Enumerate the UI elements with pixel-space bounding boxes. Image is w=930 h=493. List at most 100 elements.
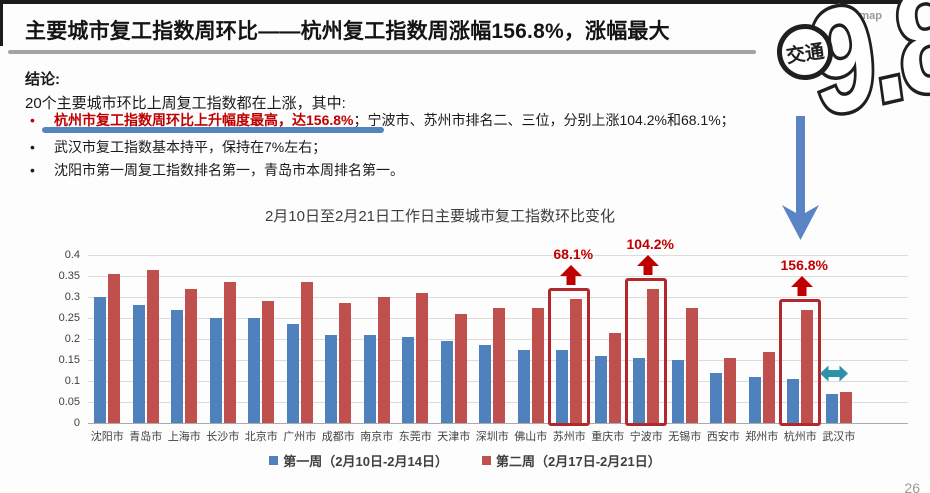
growth-label-杭州市: 156.8% xyxy=(780,256,828,273)
bar-week1-长沙市 xyxy=(209,318,222,423)
bar-week1-深圳市 xyxy=(479,345,492,423)
x-axis-tick-label: 天津市 xyxy=(437,431,471,443)
bar-week1-佛山市 xyxy=(517,349,530,423)
bar-week1-重庆市 xyxy=(594,355,607,423)
bar-week2-郑州市 xyxy=(762,351,775,423)
bar-week1-无锡市 xyxy=(671,360,684,423)
growth-label-宁波市: 104.2% xyxy=(626,235,674,252)
legend-label: 第二周（2月17日-2月21日） xyxy=(496,454,661,469)
highlight-box-宁波市 xyxy=(625,277,668,426)
legend-label: 第一周（2月10日-2月14日） xyxy=(283,454,448,469)
grid-line xyxy=(88,255,908,256)
x-axis-tick-label: 南京市 xyxy=(360,431,394,443)
bar-week1-西安市 xyxy=(710,372,723,423)
growth-label-苏州市: 68.1% xyxy=(553,246,594,263)
x-axis-tick-label: 杭州市 xyxy=(783,431,817,443)
chart-legend: 第一周（2月10日-2月14日） 第二周（2月17日-2月21日） xyxy=(0,451,930,470)
highlight-box-杭州市 xyxy=(779,298,822,426)
y-axis-tick-label: 0.3 xyxy=(64,291,80,303)
x-axis-tick-label: 沈阳市 xyxy=(90,431,124,443)
bar-week1-广州市 xyxy=(286,324,299,423)
bar-week1-武汉市 xyxy=(825,393,838,423)
chart-title: 2月10日至2月21日工作日主要城市复工指数环比变化 xyxy=(264,208,616,225)
bar-week2-北京市 xyxy=(262,301,275,423)
x-axis-tick-label: 上海市 xyxy=(167,431,201,443)
bullet-text: 沈阳市第一周复工指数排名第一，青岛市本周排名第一。 xyxy=(54,162,404,178)
bar-week1-天津市 xyxy=(440,341,453,423)
grid-line xyxy=(88,276,908,277)
bar-week2-南京市 xyxy=(377,297,390,423)
bar-week1-成都市 xyxy=(325,334,338,423)
legend-swatch xyxy=(482,456,491,465)
legend-item-week2: 第二周（2月17日-2月21日） xyxy=(482,451,661,470)
x-axis-tick-label: 广州市 xyxy=(283,431,317,443)
y-axis-tick-label: 0.2 xyxy=(64,333,80,345)
y-axis-tick-label: 0.1 xyxy=(64,375,80,387)
x-axis-tick-label: 郑州市 xyxy=(745,431,779,443)
bullet-dot: • xyxy=(30,112,35,128)
y-axis-tick-label: 0.25 xyxy=(58,312,80,324)
grid-line xyxy=(88,423,908,424)
bar-week1-南京市 xyxy=(363,334,376,423)
bar-week2-上海市 xyxy=(185,288,198,423)
bar-week2-武汉市 xyxy=(839,391,852,423)
bar-week2-无锡市 xyxy=(685,307,698,423)
x-axis-tick-label: 无锡市 xyxy=(668,431,702,443)
conclusion-intro: 20个主要城市环比上周复工指数都在上涨，其中: xyxy=(25,95,346,112)
bar-week1-上海市 xyxy=(171,309,184,423)
bar-week2-佛山市 xyxy=(531,307,544,423)
up-arrow-icon xyxy=(637,254,660,275)
bullet-highlight-text: 杭州市复工指数周环比上升幅度最高，达156.8% xyxy=(54,112,354,128)
x-axis-tick-label: 北京市 xyxy=(244,431,278,443)
title-divider xyxy=(8,50,756,54)
bar-week1-郑州市 xyxy=(748,376,761,423)
page-title: 主要城市复工指数周环比——杭州复工指数周涨幅156.8%，涨幅最大 xyxy=(25,20,670,43)
bullet-wuhan: • 武汉市复工指数基本持平，保持在7%左右； xyxy=(30,137,326,157)
bar-week2-深圳市 xyxy=(493,307,506,423)
bar-week2-杭州市 xyxy=(801,309,814,423)
x-axis-tick-label: 青岛市 xyxy=(129,431,163,443)
conclusion-heading: 结论: xyxy=(25,71,60,88)
bar-week2-重庆市 xyxy=(608,332,621,423)
bar-week2-东莞市 xyxy=(416,292,429,423)
bar-week2-青岛市 xyxy=(146,269,159,423)
x-axis-tick-label: 长沙市 xyxy=(206,431,240,443)
x-axis-tick-label: 东莞市 xyxy=(398,431,432,443)
bar-week2-广州市 xyxy=(300,282,313,423)
bar-week1-沈阳市 xyxy=(94,297,107,423)
grid-line xyxy=(88,297,908,298)
flat-arrow-icon xyxy=(820,365,848,382)
y-axis-tick-label: 0.05 xyxy=(58,396,80,408)
x-axis-tick-label: 成都市 xyxy=(321,431,355,443)
bullet-text: 武汉市复工指数基本持平，保持在7%左右； xyxy=(54,139,327,155)
legend-item-week1: 第一周（2月10日-2月14日） xyxy=(269,451,448,470)
y-axis-tick-label: 0.15 xyxy=(58,354,80,366)
map-logo-text: map xyxy=(859,10,882,22)
x-axis-tick-label: 佛山市 xyxy=(514,431,548,443)
up-arrow-icon xyxy=(560,265,583,286)
highlight-underline xyxy=(42,127,384,133)
bar-week2-苏州市 xyxy=(570,299,583,423)
bar-week2-天津市 xyxy=(454,313,467,423)
bar-week1-杭州市 xyxy=(787,378,800,423)
legend-swatch xyxy=(269,456,279,465)
highlight-box-苏州市 xyxy=(548,288,591,426)
slide-top-border xyxy=(0,0,930,4)
x-axis-tick-label: 苏州市 xyxy=(552,431,586,443)
bullet-dot: • xyxy=(30,162,35,178)
bar-week1-青岛市 xyxy=(132,305,145,423)
bar-week2-西安市 xyxy=(724,357,737,423)
y-axis-tick-label: 0.35 xyxy=(58,270,80,282)
watermark: map 9.8 交通 xyxy=(660,0,930,151)
page-number: 26 xyxy=(904,480,920,493)
bar-week1-宁波市 xyxy=(633,357,646,423)
x-axis-tick-label: 西安市 xyxy=(706,431,740,443)
x-axis-tick-label: 重庆市 xyxy=(591,431,625,443)
bullet-dot: • xyxy=(30,139,35,155)
x-axis-tick-label: 深圳市 xyxy=(475,431,509,443)
paper-plane-icon xyxy=(825,3,857,28)
bullet-rest-text: ；宁波市、苏州市排名二、三位，分别上涨104.2%和68.1%； xyxy=(353,112,735,128)
bar-week1-苏州市 xyxy=(556,349,569,423)
y-axis-tick-label: 0.4 xyxy=(64,249,80,261)
